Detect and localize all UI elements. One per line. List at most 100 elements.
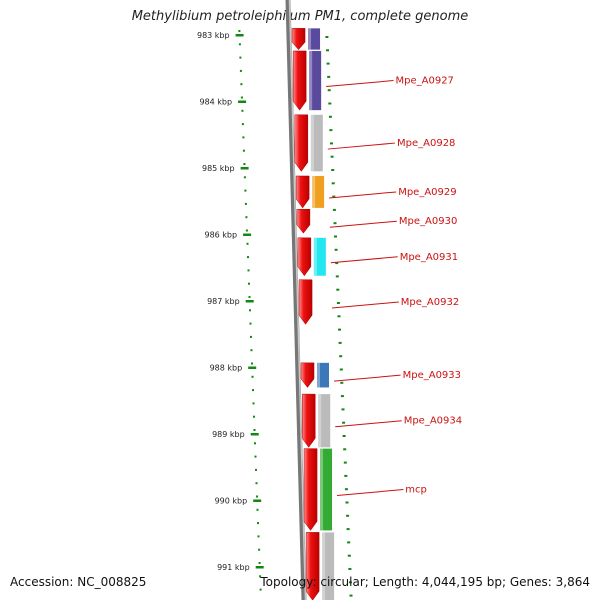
tick-label: 991 kbp [217,563,250,572]
gene-label: Mpe_A0934 [404,416,462,427]
gene-leader-line [326,80,394,88]
minor-tick-left [257,522,259,525]
major-tick [243,233,252,236]
minor-tick-right [340,381,344,384]
major-tick [245,300,254,303]
minor-tick-right [342,421,346,424]
minor-tick-left [247,256,249,259]
cog-block [308,28,321,50]
minor-tick-left [256,495,258,498]
minor-tick-left [238,30,241,32]
cog-block [317,362,330,388]
major-tick [238,100,247,103]
cog-block [320,448,333,531]
cog-block [310,114,323,172]
gene-arrow [294,114,309,172]
minor-tick-left [257,535,260,538]
minor-tick-right [328,115,332,118]
gene-leader-line [332,301,399,309]
minor-tick-left [252,402,255,405]
minor-tick-right [335,275,339,278]
tick-label: 989 kbp [212,430,245,439]
minor-tick-left [255,482,258,485]
topology-text: Topology: circular; Length: 4,044,195 bp… [260,575,590,589]
minor-tick-left [251,375,254,378]
minor-tick-left [255,468,257,471]
minor-tick-left [244,202,247,205]
minor-tick-left [253,429,256,431]
gene-label: Mpe_A0927 [396,76,454,87]
gene-label: Mpe_A0928 [397,138,455,149]
gene-leader-line [337,489,404,497]
tick-label: 987 kbp [207,297,240,306]
minor-tick-right [345,501,349,504]
gene-arrow [303,448,318,531]
minor-tick-left [240,83,243,86]
major-tick [248,366,257,369]
cog-block [318,394,331,448]
minor-tick-left [258,548,261,551]
gene-label: Mpe_A0933 [403,370,461,381]
minor-tick-left [243,163,246,165]
accession-text: Accession: NC_008825 [10,575,147,589]
minor-tick-right [334,235,337,238]
major-tick [250,433,259,436]
minor-tick-right [339,355,343,358]
minor-tick-left [241,123,244,126]
minor-tick-right [349,594,353,597]
minor-tick-right [332,195,336,198]
minor-tick-left [250,335,252,338]
minor-tick-right [327,89,331,92]
minor-tick-right [346,528,350,531]
minor-tick-right [330,142,333,145]
minor-tick-left [248,282,250,285]
gene-arrow [305,532,320,600]
minor-tick-left [253,415,255,418]
minor-tick-right [343,448,347,451]
cog-block-shine [317,362,321,388]
minor-tick-left [254,442,256,445]
gene-leader-line [329,220,397,228]
tick-label: 986 kbp [204,231,237,240]
minor-tick-right [336,288,340,291]
gene-arrow [301,393,316,448]
gene-track [291,28,335,600]
gene-label: mcp [405,485,427,496]
minor-tick-left [259,575,262,578]
minor-tick-left [242,136,245,139]
genome-backbone [285,0,307,600]
gene-label: Mpe_A0931 [400,252,458,263]
minor-tick-right [326,49,329,52]
minor-tick-right [340,395,344,398]
gene-arrow [291,28,306,51]
minor-tick-right [336,302,340,304]
gene-arrow [296,208,311,234]
minor-tick-left [239,69,242,72]
minor-tick-left [245,216,248,219]
map-title: Methylibium petroleiphilum PM1, complete… [131,9,469,24]
cog-block-shine [313,237,317,276]
minor-tick-left [258,562,261,564]
minor-tick-right [331,182,335,185]
minor-tick-left [252,389,254,392]
minor-tick-right [327,75,331,78]
minor-tick-right [344,474,348,477]
major-tick [235,34,244,37]
minor-tick-right [325,36,329,38]
gene-arrow [292,50,307,111]
minor-tick-right [337,315,341,318]
genome-backbone-highlight [288,0,307,600]
gene-arrow [297,237,312,277]
cog-block-shine [309,50,313,111]
minor-tick-left [259,588,262,591]
minor-tick-right [341,408,345,411]
minor-tick-left [246,242,249,245]
tick-label: 985 kbp [202,164,235,173]
minor-tick-left [251,362,253,365]
gene-leader-line [335,420,402,428]
minor-tick-right [330,155,334,158]
gene-labels: Mpe_A0927 Mpe_A0928 Mpe_A0929 Mpe_A0930 Mpe_… [326,76,462,497]
gene-leader-line [327,142,396,150]
minor-tick-left [238,43,241,46]
